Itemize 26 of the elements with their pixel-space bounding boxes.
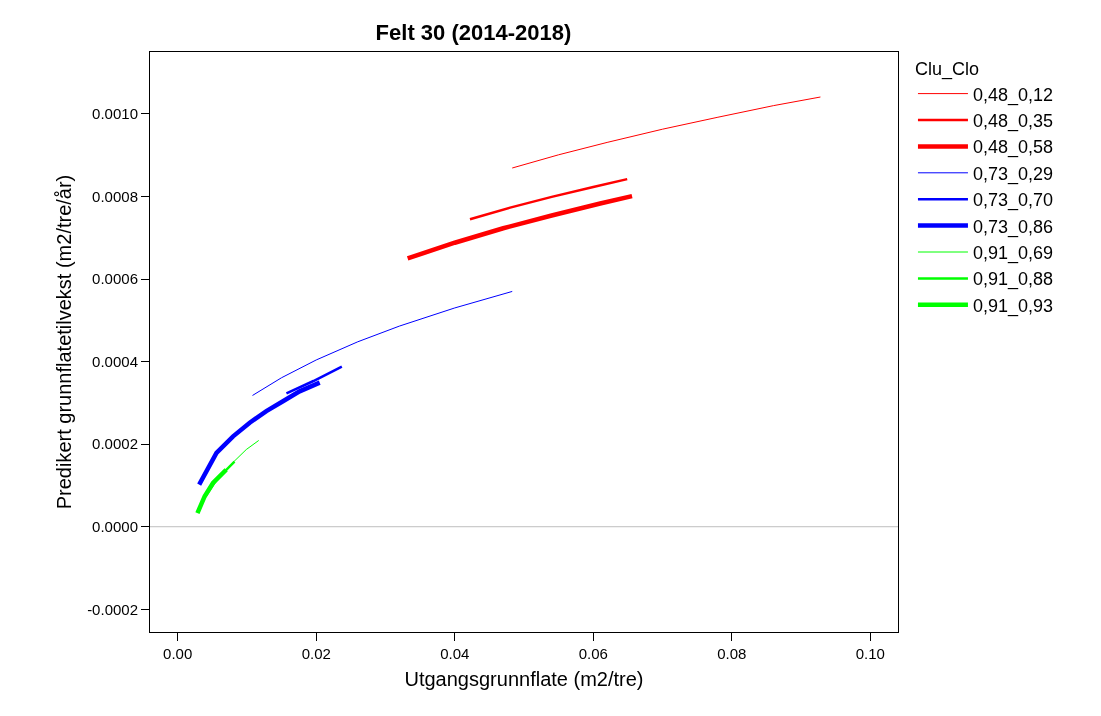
y-tick-label: -0.0002 (87, 600, 138, 618)
legend-label: 0,91_0,93 (972, 295, 1054, 317)
chart-title: Felt 30 (2014-2018) (375, 20, 572, 46)
x-tick-label: 0.02 (301, 645, 331, 662)
y-axis-title: Predikert grunnflatetilvekst (m2/tre/år) (52, 174, 75, 510)
legend-label: 0,48_0,12 (972, 84, 1054, 106)
y-tick-label: 0.0006 (92, 270, 138, 288)
x-tick-label: 0.08 (717, 645, 747, 662)
x-axis-title: Utgangsgrunnflate (m2/tre) (404, 667, 644, 690)
legend-label: 0,48_0,58 (972, 137, 1054, 159)
y-tick-label: 0.0000 (92, 517, 138, 535)
legend-label: 0,48_0,35 (972, 111, 1054, 133)
x-tick-label: 0.04 (440, 645, 470, 662)
legend-title: Clu_Clo (914, 59, 979, 81)
y-tick-label: 0.0010 (92, 105, 138, 123)
legend-label: 0,73_0,29 (972, 163, 1054, 185)
legend-label: 0,91_0,88 (972, 269, 1054, 291)
legend-label: 0,73_0,86 (972, 216, 1054, 238)
legend-label: 0,73_0,70 (972, 190, 1054, 212)
x-tick-label: 0.06 (578, 645, 608, 662)
y-tick-label: 0.0004 (92, 352, 138, 370)
x-tick-label: 0.10 (855, 645, 885, 662)
y-tick-label: 0.0008 (92, 187, 138, 205)
y-tick-label: 0.0002 (92, 435, 138, 453)
x-tick-label: 0.00 (163, 645, 193, 662)
legend-label: 0,91_0,69 (972, 243, 1054, 265)
